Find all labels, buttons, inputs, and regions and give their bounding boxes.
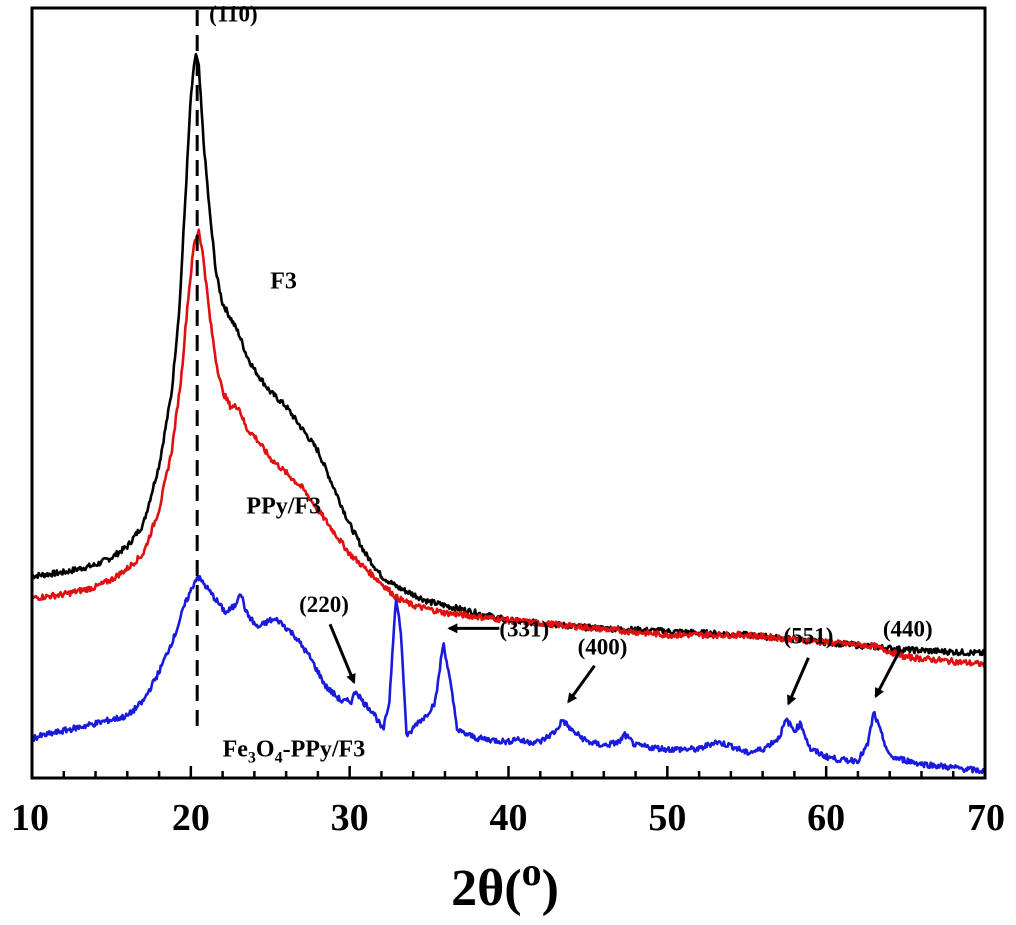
x-tick-label: 10 (11, 797, 49, 839)
annotation-layer: F3 PPy/F3 Fe3O4-PPy/F3 (110) (220) (331) (400)… (209, 2, 933, 767)
x-tick-label: 70 (967, 797, 1005, 839)
peak-label-220: (220) (299, 592, 349, 617)
x-tick-label: 50 (648, 797, 686, 839)
peak-arrow-440 (874, 649, 902, 699)
peak-arrow-220 (328, 623, 356, 685)
x-tick-label: 60 (807, 797, 845, 839)
peak-arrow-551 (787, 657, 810, 706)
x-axis-title-superscript: o (522, 849, 542, 894)
x-axis-title: 2θ(o) (451, 849, 559, 917)
peak-label-110: (110) (209, 2, 258, 27)
series-label-ppy-f3: PPy/F3 (246, 493, 321, 519)
x-axis-ticks: 10 20 30 40 50 60 70 (11, 766, 1005, 839)
peak-arrow-400 (567, 664, 596, 704)
x-axis-title-main: 2θ( (451, 860, 521, 917)
series-label-f3: F3 (270, 269, 297, 295)
series-label-fe3o4-ppy-f3: Fe3O4-PPy/F3 (223, 737, 366, 767)
x-axis-title-close: ) (542, 860, 559, 917)
peak-label-400: (400) (578, 635, 628, 660)
x-tick-label: 40 (490, 797, 528, 839)
series-line-fe3o4-ppy-f3 (30, 575, 986, 775)
peak-label-440: (440) (883, 616, 933, 641)
series-layer (30, 52, 987, 775)
peak-label-551: (551) (784, 624, 834, 649)
series-line-ppy-f3 (30, 228, 987, 668)
x-tick-label: 30 (331, 797, 369, 839)
peak-label-331: (331) (499, 616, 549, 641)
x-tick-label: 20 (172, 797, 210, 839)
